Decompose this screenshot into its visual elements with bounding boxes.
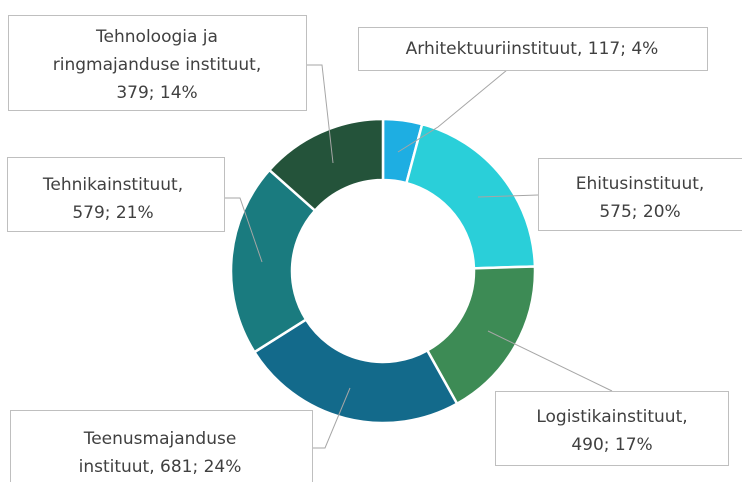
donut-slice: [252, 317, 459, 425]
data-label: 490; 17%: [571, 435, 652, 455]
donut-slice: [267, 117, 385, 213]
leader-line: [487, 330, 613, 392]
leader-line: [312, 387, 351, 449]
leader-line: [306, 64, 334, 164]
label-box: [8, 15, 307, 111]
data-label: 579; 21%: [72, 203, 153, 223]
data-label: Ehitusinstituut,: [576, 174, 705, 194]
label-box: [538, 158, 742, 231]
data-label: 379; 14%: [116, 83, 197, 103]
data-label: Teenusmajanduse: [83, 429, 237, 449]
data-label: Arhitektuuriinstituut, 117; 4%: [406, 39, 659, 59]
data-label: 575; 20%: [599, 202, 680, 222]
donut-slice: [229, 168, 317, 354]
data-label: Tehnikainstituut,: [42, 175, 183, 195]
leader-line: [397, 69, 508, 153]
leader-line: [224, 197, 263, 263]
data-label: Tehnoloogia ja: [95, 27, 218, 47]
data-label: instituut, 681; 24%: [79, 457, 242, 477]
label-box: [358, 27, 708, 71]
label-box: [10, 410, 313, 482]
data-label: ringmajanduse instituut,: [53, 55, 261, 75]
label-box: [495, 391, 729, 466]
leader-line: [477, 194, 539, 198]
label-box: [7, 157, 225, 232]
data-label: Logistikainstituut,: [536, 407, 687, 427]
